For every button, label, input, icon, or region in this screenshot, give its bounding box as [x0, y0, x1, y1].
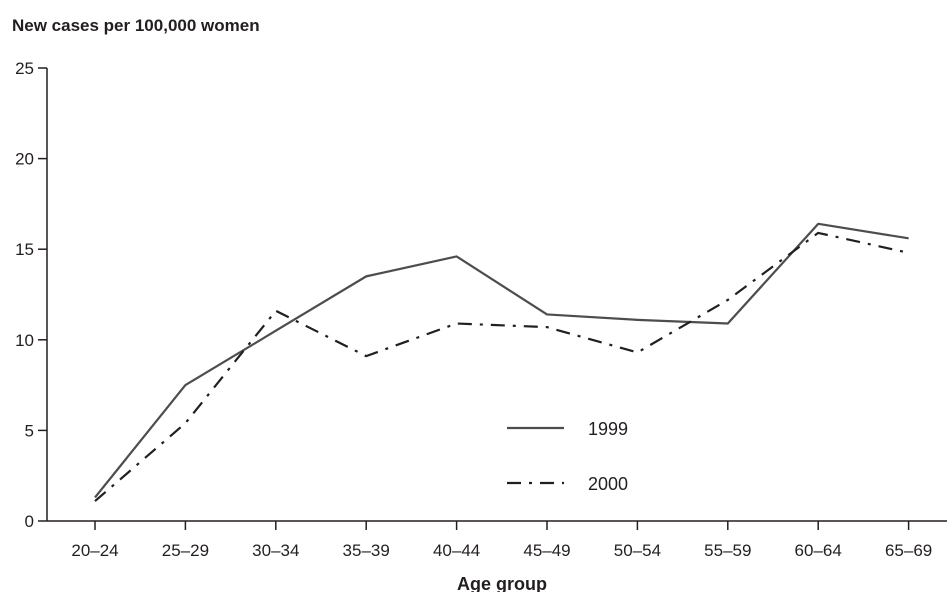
x-tick-label: 30–34 — [252, 541, 299, 560]
x-tick-label: 35–39 — [343, 541, 390, 560]
x-tick-label: 50–54 — [614, 541, 661, 560]
x-tick-label: 40–44 — [433, 541, 480, 560]
legend-label-2000: 2000 — [588, 474, 628, 494]
y-tick-label: 15 — [15, 240, 34, 259]
x-tick-label: 20–24 — [71, 541, 118, 560]
y-ticks: 0 5 10 15 20 25 — [15, 59, 47, 531]
x-ticks: 20–24 25–29 30–34 35–39 40–44 45–49 50–54 55–59… — [71, 521, 932, 560]
series-layer — [94, 222, 909, 502]
y-tick-label: 5 — [25, 421, 34, 440]
y-tick-label: 20 — [15, 150, 34, 169]
y-axis-title: New cases per 100,000 women — [12, 16, 260, 35]
y-tick-label: 0 — [25, 512, 34, 531]
y-tick-label: 10 — [15, 331, 34, 350]
x-tick-label: 65–69 — [885, 541, 932, 560]
legend-label-1999: 1999 — [588, 419, 628, 439]
x-tick-label: 55–59 — [704, 541, 751, 560]
series-line-1999 — [94, 222, 909, 499]
x-tick-label: 60–64 — [795, 541, 842, 560]
x-tick-label: 25–29 — [162, 541, 209, 560]
legend: 1999 2000 — [507, 419, 628, 494]
x-axis-title: Age group — [457, 574, 547, 592]
y-tick-label: 25 — [15, 59, 34, 78]
x-tick-label: 45–49 — [523, 541, 570, 560]
series-line-2000 — [94, 231, 909, 502]
